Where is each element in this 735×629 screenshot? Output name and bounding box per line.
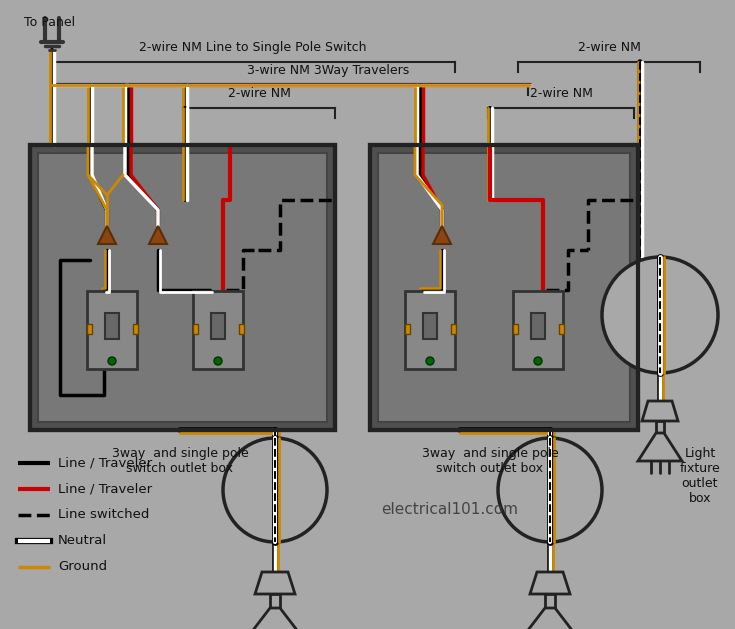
Bar bbox=[656, 421, 664, 433]
Bar bbox=[270, 594, 280, 608]
Bar bbox=[513, 324, 518, 334]
Bar bbox=[405, 291, 455, 369]
Bar bbox=[378, 153, 630, 422]
Bar bbox=[211, 313, 225, 339]
Polygon shape bbox=[530, 572, 570, 594]
Bar bbox=[370, 145, 638, 430]
Bar bbox=[531, 313, 545, 339]
Circle shape bbox=[602, 257, 718, 373]
Text: Line / Traveler: Line / Traveler bbox=[58, 457, 152, 469]
Bar bbox=[451, 324, 456, 334]
Polygon shape bbox=[255, 572, 295, 594]
Text: 2-wire NM: 2-wire NM bbox=[578, 41, 640, 54]
Text: 2-wire NM: 2-wire NM bbox=[228, 87, 290, 100]
Polygon shape bbox=[433, 226, 451, 244]
Text: Light
fixture
outlet
box: Light fixture outlet box bbox=[680, 447, 720, 505]
Bar bbox=[559, 324, 564, 334]
Polygon shape bbox=[149, 226, 167, 244]
Bar bbox=[133, 324, 138, 334]
Bar bbox=[545, 594, 555, 608]
Bar bbox=[38, 153, 327, 422]
Text: Neutral: Neutral bbox=[58, 535, 107, 547]
Text: Line / Traveler: Line / Traveler bbox=[58, 482, 152, 496]
Bar bbox=[193, 324, 198, 334]
Polygon shape bbox=[642, 401, 678, 421]
Polygon shape bbox=[98, 226, 116, 244]
Bar bbox=[193, 291, 243, 369]
Text: 2-wire NM Line to Single Pole Switch: 2-wire NM Line to Single Pole Switch bbox=[139, 41, 367, 54]
Bar bbox=[105, 313, 119, 339]
Bar bbox=[423, 313, 437, 339]
Text: electrical101.com: electrical101.com bbox=[381, 503, 518, 518]
Text: Ground: Ground bbox=[58, 560, 107, 574]
Circle shape bbox=[426, 357, 434, 365]
Bar bbox=[87, 291, 137, 369]
Text: 3-wire NM 3Way Travelers: 3-wire NM 3Way Travelers bbox=[247, 64, 409, 77]
Bar bbox=[87, 324, 92, 334]
Circle shape bbox=[223, 438, 327, 542]
Bar bbox=[30, 145, 335, 430]
Circle shape bbox=[534, 357, 542, 365]
Polygon shape bbox=[522, 608, 578, 629]
Polygon shape bbox=[247, 608, 303, 629]
Polygon shape bbox=[638, 433, 682, 461]
Text: Line switched: Line switched bbox=[58, 508, 149, 521]
Circle shape bbox=[214, 357, 222, 365]
Bar bbox=[30, 145, 335, 430]
Text: 3way  and single pole
switch outlet box: 3way and single pole switch outlet box bbox=[422, 447, 559, 475]
Text: 3way  and single pole
switch outlet box: 3way and single pole switch outlet box bbox=[112, 447, 248, 475]
Bar bbox=[405, 324, 410, 334]
Bar bbox=[370, 145, 638, 430]
Text: To Panel: To Panel bbox=[24, 16, 75, 29]
Bar bbox=[239, 324, 244, 334]
Text: 2-wire NM: 2-wire NM bbox=[529, 87, 592, 100]
Circle shape bbox=[498, 438, 602, 542]
Circle shape bbox=[108, 357, 116, 365]
Bar bbox=[513, 291, 563, 369]
